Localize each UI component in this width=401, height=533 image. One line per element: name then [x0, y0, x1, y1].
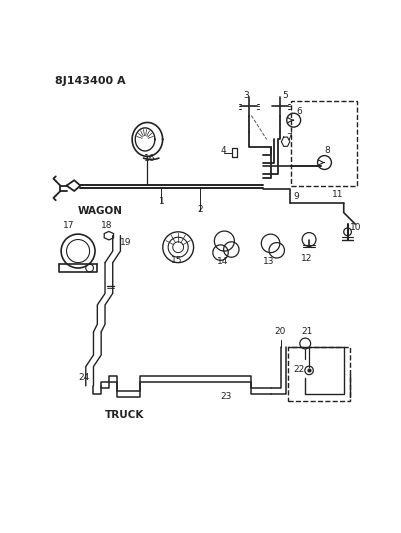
- Text: 3: 3: [244, 91, 249, 100]
- Text: 23: 23: [221, 392, 232, 401]
- Text: 15: 15: [170, 256, 182, 265]
- Text: 18: 18: [101, 221, 113, 230]
- Text: 10: 10: [350, 223, 361, 232]
- Text: 4: 4: [221, 146, 226, 155]
- Text: 13: 13: [263, 257, 274, 266]
- Text: 24: 24: [78, 373, 89, 382]
- Text: 8: 8: [324, 146, 330, 155]
- Text: 7: 7: [286, 133, 292, 142]
- Text: 17: 17: [63, 221, 74, 230]
- Text: 20: 20: [274, 327, 286, 336]
- Text: 14: 14: [217, 257, 228, 266]
- Text: WAGON: WAGON: [78, 206, 123, 216]
- Text: 2: 2: [197, 205, 203, 214]
- Text: 12: 12: [302, 254, 313, 263]
- Text: 21: 21: [302, 327, 313, 336]
- Text: 1: 1: [159, 197, 165, 206]
- Text: 16: 16: [144, 154, 155, 163]
- Text: 8J143400 A: 8J143400 A: [55, 76, 126, 85]
- Text: 9: 9: [294, 192, 300, 201]
- Text: 22: 22: [294, 365, 305, 374]
- Text: 6: 6: [296, 107, 302, 116]
- Text: 19: 19: [120, 238, 132, 247]
- Text: 11: 11: [332, 190, 344, 199]
- Text: TRUCK: TRUCK: [105, 410, 144, 421]
- Text: 5: 5: [282, 91, 288, 100]
